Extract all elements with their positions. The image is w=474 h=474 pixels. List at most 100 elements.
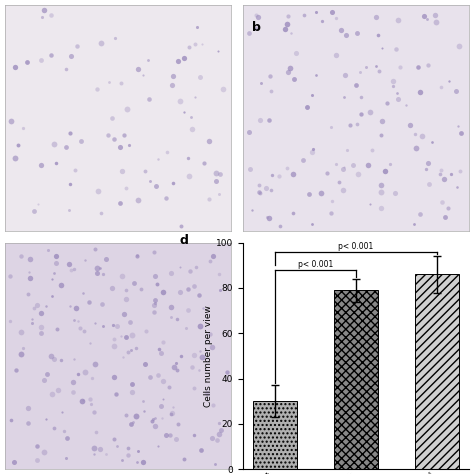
Point — [79, 397, 87, 404]
Point — [177, 222, 184, 229]
Point — [102, 255, 109, 263]
Point — [65, 206, 73, 214]
Point — [133, 458, 140, 466]
Point — [117, 199, 124, 207]
Point — [151, 272, 159, 280]
Point — [445, 77, 453, 84]
Point — [184, 306, 191, 313]
Point — [50, 356, 58, 363]
Point — [268, 172, 275, 179]
Point — [99, 301, 106, 308]
Point — [377, 188, 385, 196]
Point — [148, 418, 156, 425]
Point — [38, 13, 46, 21]
Point — [73, 42, 81, 50]
Point — [23, 58, 31, 65]
Point — [155, 346, 162, 353]
Point — [94, 269, 101, 276]
Point — [309, 145, 317, 153]
Point — [87, 400, 94, 408]
Point — [377, 204, 384, 211]
Point — [37, 161, 45, 169]
Point — [246, 165, 254, 173]
Point — [386, 160, 394, 168]
Point — [173, 359, 180, 366]
Point — [67, 52, 74, 60]
Point — [210, 253, 217, 260]
Point — [86, 339, 93, 346]
Point — [122, 295, 130, 303]
Point — [441, 213, 449, 221]
Point — [26, 255, 33, 263]
Point — [362, 64, 370, 71]
Point — [257, 80, 265, 87]
Point — [453, 183, 461, 191]
Point — [33, 301, 40, 309]
Point — [402, 101, 410, 109]
Point — [264, 213, 271, 221]
Point — [246, 29, 253, 36]
Point — [172, 435, 180, 443]
Y-axis label: Cells number per view: Cells number per view — [204, 305, 213, 407]
Point — [198, 353, 206, 361]
Point — [169, 403, 177, 410]
Point — [52, 252, 60, 260]
Point — [135, 65, 142, 73]
Point — [110, 335, 118, 343]
Point — [327, 124, 335, 131]
Point — [137, 285, 145, 293]
Point — [81, 256, 89, 264]
Point — [396, 63, 404, 70]
Point — [157, 350, 165, 357]
Point — [190, 431, 198, 439]
Point — [143, 327, 150, 335]
Point — [33, 456, 41, 464]
Point — [352, 82, 359, 89]
Point — [37, 329, 45, 337]
Point — [181, 109, 188, 116]
Point — [52, 159, 60, 166]
Point — [174, 57, 182, 64]
Point — [184, 155, 191, 162]
Point — [391, 190, 399, 197]
Point — [340, 93, 348, 100]
Point — [186, 267, 193, 274]
Point — [350, 161, 357, 169]
Point — [301, 11, 308, 18]
Point — [323, 170, 330, 177]
Point — [267, 87, 274, 94]
Point — [455, 43, 463, 50]
Point — [108, 284, 116, 292]
Point — [377, 131, 384, 139]
Point — [356, 68, 364, 76]
Point — [343, 146, 350, 154]
Point — [12, 366, 19, 374]
Point — [215, 47, 222, 55]
Point — [14, 141, 22, 149]
Point — [53, 325, 61, 333]
Point — [123, 333, 130, 341]
Point — [255, 189, 263, 196]
Point — [57, 281, 64, 289]
Point — [169, 73, 177, 80]
Point — [42, 302, 50, 310]
Point — [412, 145, 419, 152]
Point — [19, 345, 27, 352]
Point — [197, 446, 205, 453]
Point — [28, 315, 36, 323]
Point — [203, 389, 211, 397]
Point — [265, 214, 273, 221]
Point — [217, 426, 225, 433]
Point — [208, 343, 216, 350]
Point — [91, 361, 99, 368]
Point — [6, 318, 13, 325]
Point — [36, 323, 44, 331]
Point — [157, 402, 164, 410]
Point — [62, 144, 70, 151]
Point — [151, 296, 158, 303]
Bar — [253, 401, 297, 469]
Point — [407, 121, 414, 129]
Point — [173, 366, 181, 374]
Point — [167, 410, 174, 418]
Point — [10, 459, 18, 466]
